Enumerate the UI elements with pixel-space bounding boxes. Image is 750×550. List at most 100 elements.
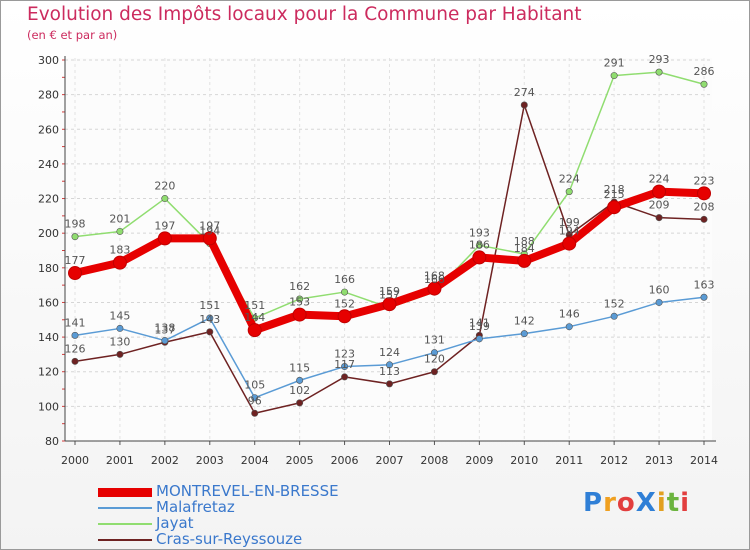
data-point (385, 361, 393, 369)
data-label: 293 (649, 53, 670, 66)
data-label: 163 (694, 278, 715, 291)
data-label: 199 (559, 216, 580, 229)
data-point (520, 330, 528, 338)
legend-label: Malafretaz (156, 498, 235, 516)
y-tick-label: 280 (38, 89, 59, 102)
data-label: 152 (334, 297, 355, 310)
data-label: 184 (514, 242, 535, 255)
data-label: 162 (289, 280, 310, 293)
data-point (427, 281, 442, 296)
data-label: 96 (248, 394, 262, 407)
data-label: 286 (694, 65, 715, 78)
data-point (247, 323, 262, 338)
data-point (202, 231, 217, 246)
legend-label: MONTREVEL-EN-BRESSE (156, 482, 339, 500)
data-point (116, 350, 124, 358)
x-tick-label: 2003 (196, 454, 224, 467)
data-point (296, 295, 304, 303)
data-label: 115 (289, 361, 310, 374)
data-label: 218 (604, 183, 625, 196)
data-point (116, 324, 124, 332)
data-label: 141 (65, 316, 86, 329)
data-point (700, 293, 708, 301)
data-point (251, 394, 259, 402)
data-label: 194 (559, 225, 580, 238)
data-label: 201 (109, 212, 130, 225)
y-tick-label: 160 (38, 296, 59, 309)
data-point (382, 297, 397, 312)
x-tick-label: 2012 (600, 454, 628, 467)
x-tick-label: 2006 (331, 454, 359, 467)
data-point (610, 72, 618, 80)
data-label: 145 (109, 309, 130, 322)
data-point (206, 314, 214, 322)
data-label: 215 (604, 188, 625, 201)
data-label: 126 (65, 342, 86, 355)
data-label: 113 (379, 365, 400, 378)
x-tick-label: 2000 (61, 454, 89, 467)
data-point (292, 307, 307, 322)
data-label: 177 (65, 254, 86, 267)
legend-swatch (98, 487, 152, 497)
legend-label: Cras-sur-Reyssouze (156, 530, 303, 548)
data-label: 160 (649, 283, 670, 296)
data-label: 123 (334, 348, 355, 361)
data-point (430, 368, 438, 376)
data-point (116, 227, 124, 235)
data-point (71, 357, 79, 365)
x-tick-label: 2004 (241, 454, 269, 467)
data-point (71, 331, 79, 339)
y-tick-label: 140 (38, 331, 59, 344)
data-label: 157 (379, 289, 400, 302)
data-label: 274 (514, 86, 535, 99)
logo-letter: P (583, 488, 604, 518)
data-point (337, 309, 352, 324)
data-label: 166 (334, 273, 355, 286)
data-point (565, 323, 573, 331)
data-point (565, 188, 573, 196)
x-tick-label: 2001 (106, 454, 134, 467)
data-label: 220 (154, 180, 175, 193)
x-tick-label: 2010 (510, 454, 538, 467)
data-label: 144 (244, 311, 265, 324)
data-point (607, 200, 622, 215)
data-label: 209 (649, 199, 670, 212)
logo-letter: t (666, 488, 681, 518)
legend-swatch (98, 539, 152, 541)
data-label: 193 (469, 226, 490, 239)
data-label: 168 (424, 270, 445, 283)
data-point (206, 328, 214, 336)
data-point (157, 231, 172, 246)
data-point (520, 101, 528, 109)
data-label: 186 (469, 238, 490, 251)
logo-letter: r (603, 488, 617, 518)
data-label: 198 (65, 218, 86, 231)
chart-subtitle: (en € et par an) (27, 28, 118, 42)
data-label: 105 (244, 379, 265, 392)
data-point (655, 298, 663, 306)
data-point (475, 335, 483, 343)
data-label: 208 (694, 200, 715, 213)
plot-area (65, 58, 712, 441)
data-label: 166 (424, 273, 445, 286)
data-label: 224 (649, 173, 670, 186)
data-point (251, 409, 259, 417)
data-point (610, 312, 618, 320)
data-label: 151 (244, 299, 265, 312)
proxiti-logo: ProXiti (583, 488, 690, 518)
data-label: 188 (514, 235, 535, 248)
data-point (655, 214, 663, 222)
y-tick-label: 80 (45, 435, 59, 448)
y-tick-label: 220 (38, 193, 59, 206)
data-label: 224 (559, 173, 580, 186)
data-label: 146 (559, 308, 580, 321)
logo-letter: X (635, 488, 657, 518)
x-tick-label: 2013 (645, 454, 673, 467)
data-point (341, 373, 349, 381)
data-label: 139 (469, 320, 490, 333)
legend-label: Jayat (156, 514, 194, 532)
data-label: 102 (289, 384, 310, 397)
legend-swatch (98, 523, 152, 525)
data-label: 223 (694, 174, 715, 187)
data-label: 143 (199, 313, 220, 326)
